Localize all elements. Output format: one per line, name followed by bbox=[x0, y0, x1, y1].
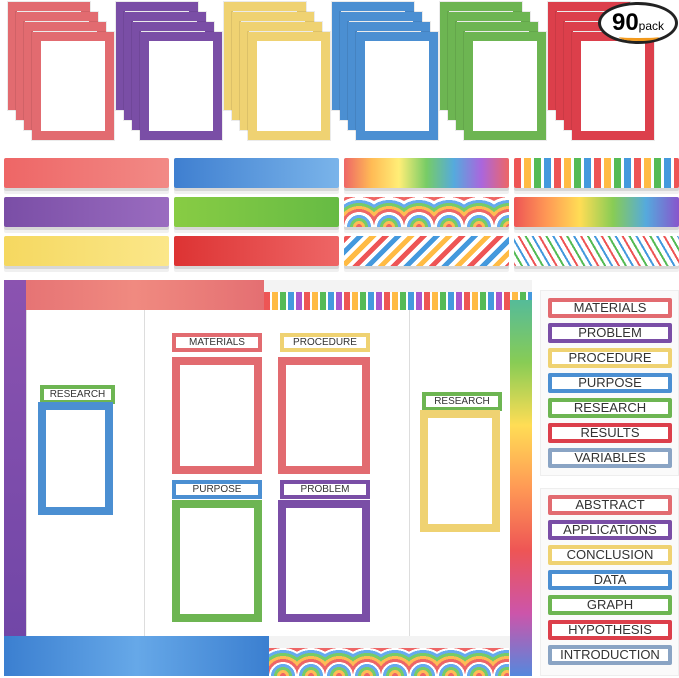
board-right-border bbox=[510, 300, 532, 676]
board-top-squares-border bbox=[264, 292, 532, 314]
frame-materials bbox=[172, 357, 262, 474]
frame-research-right bbox=[420, 410, 500, 532]
border-strip bbox=[344, 236, 509, 266]
border-strip bbox=[174, 158, 339, 188]
panel-fold bbox=[144, 310, 145, 636]
tag-research-right: RESEARCH bbox=[422, 392, 502, 411]
section-label: INTRODUCTION bbox=[548, 645, 672, 665]
pack-count-badge: 90pack bbox=[598, 2, 678, 44]
frame-sheet bbox=[140, 32, 222, 140]
frame-stack bbox=[8, 2, 114, 152]
border-strip bbox=[174, 236, 339, 266]
frame-sheet bbox=[32, 32, 114, 140]
board-bottom-arches bbox=[269, 648, 509, 676]
tag-procedure: PROCEDURE bbox=[280, 333, 370, 352]
tag-research-left: RESEARCH bbox=[40, 385, 115, 404]
frame-stack bbox=[224, 2, 330, 152]
frame-research-left bbox=[38, 402, 113, 515]
border-strip bbox=[4, 236, 169, 266]
frame-stack bbox=[332, 2, 438, 152]
badge-count: 90 bbox=[611, 9, 639, 36]
section-label: RESEARCH bbox=[548, 398, 672, 418]
border-strip bbox=[174, 197, 339, 227]
panel-fold bbox=[409, 310, 410, 636]
border-strip bbox=[514, 158, 679, 188]
board-left-border bbox=[4, 280, 26, 676]
border-strip bbox=[344, 158, 509, 188]
frame-stack bbox=[116, 2, 222, 152]
section-label: PROCEDURE bbox=[548, 348, 672, 368]
section-label: DATA bbox=[548, 570, 672, 590]
badge-unit: pack bbox=[638, 19, 665, 33]
frame-problem bbox=[278, 500, 370, 622]
border-strip bbox=[514, 236, 679, 266]
section-label: HYPOTHESIS bbox=[548, 620, 672, 640]
section-label: APPLICATIONS bbox=[548, 520, 672, 540]
tag-problem: PROBLEM bbox=[280, 480, 370, 499]
tag-materials: MATERIALS bbox=[172, 333, 262, 352]
frame-stack bbox=[440, 2, 546, 152]
border-strip bbox=[4, 197, 169, 227]
section-label: ABSTRACT bbox=[548, 495, 672, 515]
border-strip bbox=[4, 158, 169, 188]
frame-sheet bbox=[248, 32, 330, 140]
frame-procedure bbox=[278, 357, 370, 474]
section-label: VARIABLES bbox=[548, 448, 672, 468]
frame-sheet bbox=[356, 32, 438, 140]
section-label: GRAPH bbox=[548, 595, 672, 615]
section-label: PROBLEM bbox=[548, 323, 672, 343]
section-label: MATERIALS bbox=[548, 298, 672, 318]
border-strip bbox=[344, 197, 509, 227]
board-top-border bbox=[4, 280, 264, 310]
frame-sheet bbox=[572, 32, 654, 140]
section-label: RESULTS bbox=[548, 423, 672, 443]
board-bottom-border bbox=[4, 636, 269, 676]
tag-purpose: PURPOSE bbox=[172, 480, 262, 499]
frame-purpose bbox=[172, 500, 262, 622]
frame-sheet bbox=[464, 32, 546, 140]
section-label: PURPOSE bbox=[548, 373, 672, 393]
border-strip bbox=[514, 197, 679, 227]
smile-arrow-icon bbox=[619, 33, 659, 41]
section-label: CONCLUSION bbox=[548, 545, 672, 565]
